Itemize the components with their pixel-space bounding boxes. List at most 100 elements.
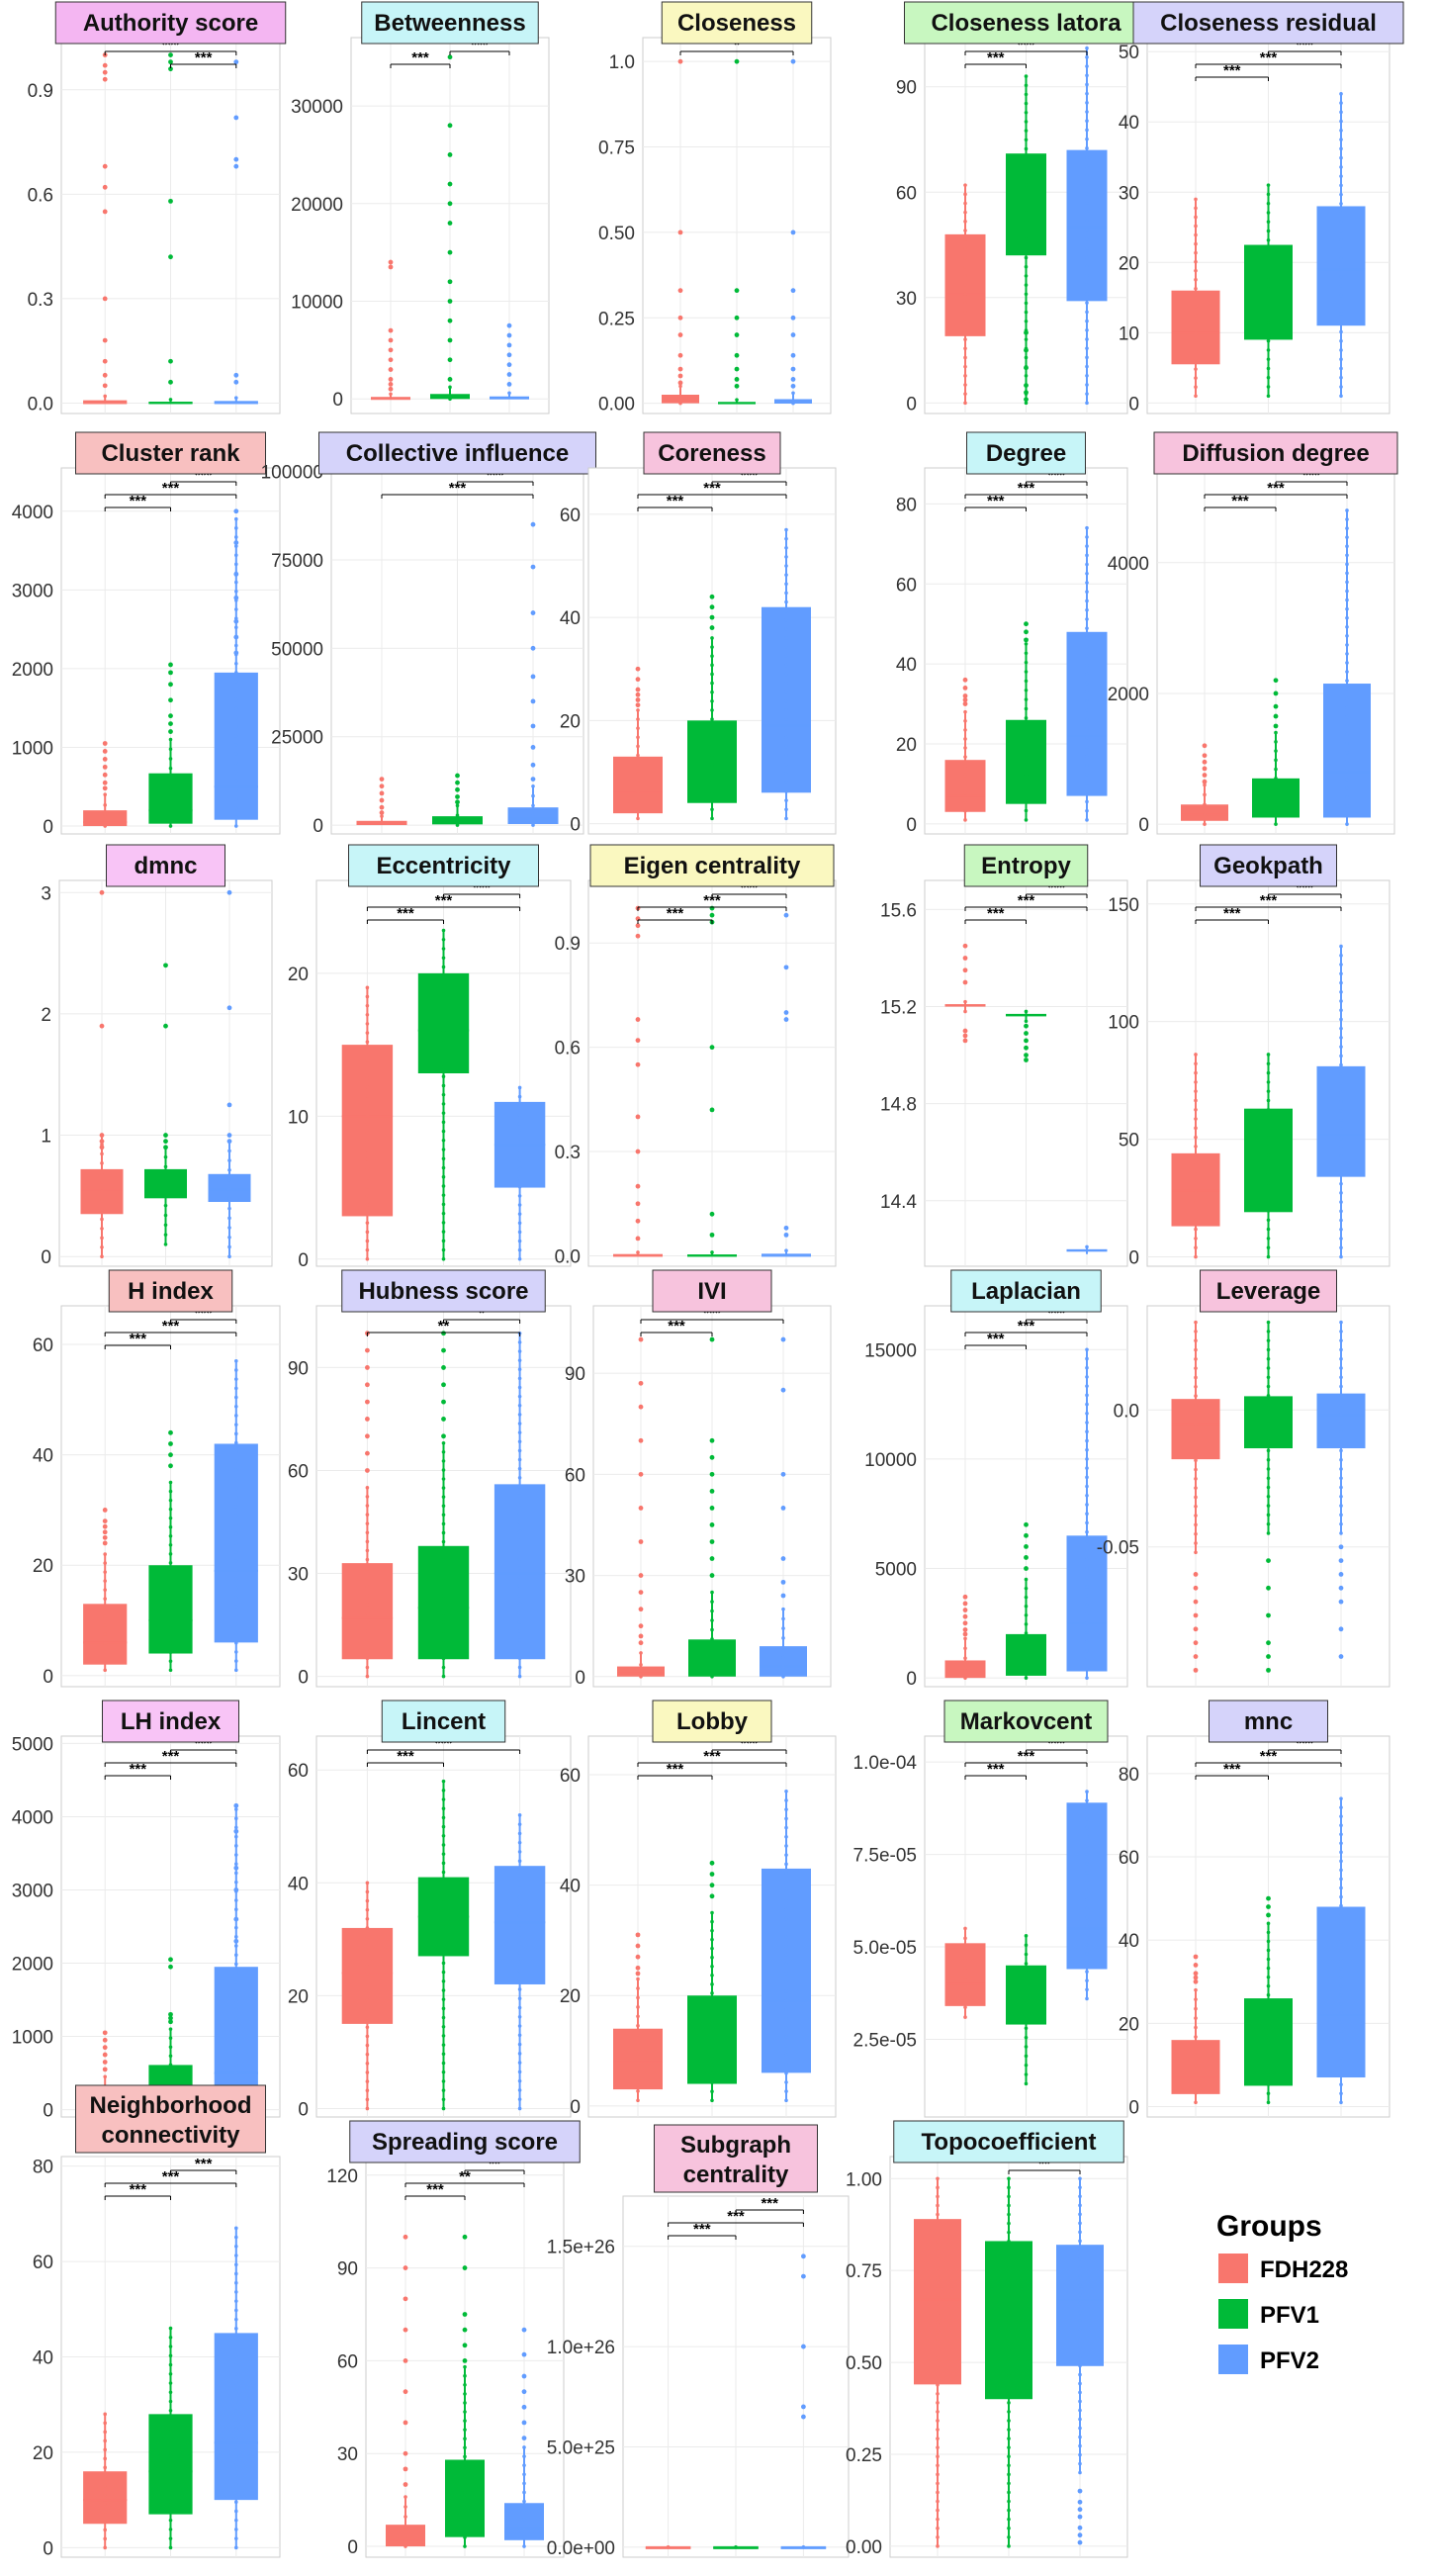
data-point <box>517 2078 522 2083</box>
outlier-point <box>102 2052 108 2058</box>
data-point <box>234 2071 238 2075</box>
outlier-point <box>801 2404 806 2410</box>
data-point <box>404 2534 407 2538</box>
data-point <box>1007 2338 1011 2343</box>
data-point <box>1266 1218 1271 1223</box>
data-point <box>784 2007 788 2012</box>
data-point <box>1085 392 1089 396</box>
data-point <box>1078 2452 1082 2457</box>
outlier-point <box>168 379 173 385</box>
data-point <box>1345 822 1349 826</box>
panel-title-box <box>893 2120 1124 2163</box>
data-point <box>365 1917 370 1921</box>
data-point <box>1007 2221 1011 2226</box>
data-point <box>1007 2544 1011 2548</box>
data-point <box>365 1239 370 1243</box>
outlier-point <box>1024 1031 1029 1036</box>
data-point <box>636 2042 640 2047</box>
outlier-point <box>102 1508 108 1513</box>
outlier-point <box>102 1529 108 1535</box>
data-point <box>639 1674 643 1679</box>
data-point <box>1194 1145 1198 1149</box>
data-point <box>1345 526 1349 530</box>
data-point <box>517 1230 522 1235</box>
outlier-point <box>233 508 239 514</box>
data-point <box>1194 2025 1198 2030</box>
data-point <box>636 735 640 740</box>
data-point <box>234 1514 238 1518</box>
data-point <box>1339 963 1343 966</box>
data-point <box>234 1568 238 1572</box>
data-point <box>441 1824 446 1829</box>
data-point <box>517 1131 522 1135</box>
data-point <box>963 337 967 341</box>
data-point <box>1085 255 1089 259</box>
data-point <box>784 708 788 712</box>
data-point <box>234 1522 238 1527</box>
data-point <box>517 1529 522 1534</box>
data-point <box>517 1194 522 1198</box>
data-point <box>1345 705 1349 710</box>
data-point <box>781 1645 785 1650</box>
y-tick-label: 30 <box>288 1565 309 1586</box>
data-point <box>1274 822 1278 826</box>
data-point <box>1024 781 1029 785</box>
data-point <box>517 1656 522 1661</box>
data-point <box>636 2023 640 2028</box>
outlier-point <box>783 1225 789 1231</box>
y-tick-label: 40 <box>1119 113 1139 134</box>
data-point <box>517 1457 522 1462</box>
data-point <box>1266 1975 1271 1979</box>
y-tick-label: 0.50 <box>846 2353 882 2374</box>
data-point <box>1339 1877 1343 1882</box>
data-point <box>1345 580 1349 585</box>
data-point <box>441 1970 446 1975</box>
data-point <box>389 392 393 397</box>
data-point <box>463 2364 467 2369</box>
y-tick-label: 60 <box>33 1335 53 1356</box>
data-point <box>1194 1394 1198 1398</box>
data-point <box>517 1566 522 1570</box>
outlier-point <box>635 933 641 939</box>
data-point <box>1339 293 1343 298</box>
data-point <box>168 785 173 789</box>
data-point <box>463 2544 467 2548</box>
data-point <box>441 1230 446 1234</box>
data-point <box>234 516 238 521</box>
data-point <box>463 2419 467 2423</box>
data-point <box>441 1486 446 1490</box>
data-point <box>710 1618 714 1622</box>
data-point <box>441 1611 446 1615</box>
data-point <box>1024 355 1029 360</box>
box <box>430 394 470 400</box>
y-tick-label: 90 <box>565 1364 585 1385</box>
outlier-point <box>102 2037 108 2043</box>
data-point <box>1078 2256 1082 2261</box>
y-tick-label: 30 <box>896 289 917 310</box>
sig-label: *** <box>1223 62 1241 79</box>
sig-label: *** <box>397 905 414 922</box>
outlier-point <box>168 1463 173 1469</box>
y-tick-label: 1000 <box>12 738 53 759</box>
data-point <box>365 1944 370 1948</box>
data-point <box>963 210 967 215</box>
data-point <box>636 2070 640 2074</box>
data-point <box>103 1588 107 1592</box>
data-point <box>1194 305 1198 309</box>
data-point <box>1085 337 1089 341</box>
outlier-point <box>506 342 512 348</box>
y-tick-label: 3 <box>41 883 51 904</box>
sig-label: *** <box>449 480 467 497</box>
data-point <box>1194 197 1198 202</box>
data-point <box>1085 1429 1089 1434</box>
data-point <box>234 779 238 783</box>
data-point <box>936 2275 940 2279</box>
data-point <box>1024 1640 1029 1644</box>
data-point <box>1194 322 1198 326</box>
data-point <box>1085 91 1089 96</box>
data-point <box>1339 357 1343 362</box>
data-point <box>441 1870 446 1875</box>
data-point <box>441 1576 446 1580</box>
data-point <box>441 2034 446 2038</box>
data-point <box>441 1174 446 1179</box>
